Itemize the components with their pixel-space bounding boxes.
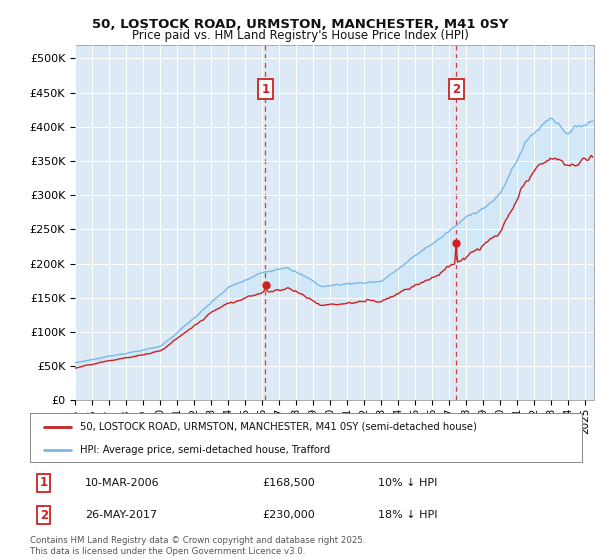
Text: Contains HM Land Registry data © Crown copyright and database right 2025.
This d: Contains HM Land Registry data © Crown c… [30,536,365,556]
Text: 1: 1 [262,83,269,96]
Text: 50, LOSTOCK ROAD, URMSTON, MANCHESTER, M41 0SY (semi-detached house): 50, LOSTOCK ROAD, URMSTON, MANCHESTER, M… [80,422,476,432]
Text: Price paid vs. HM Land Registry's House Price Index (HPI): Price paid vs. HM Land Registry's House … [131,29,469,42]
Text: 1: 1 [40,477,48,489]
Text: 2: 2 [40,508,48,522]
Text: £168,500: £168,500 [262,478,314,488]
Text: 50, LOSTOCK ROAD, URMSTON, MANCHESTER, M41 0SY: 50, LOSTOCK ROAD, URMSTON, MANCHESTER, M… [92,18,508,31]
Text: HPI: Average price, semi-detached house, Trafford: HPI: Average price, semi-detached house,… [80,445,330,455]
Text: £230,000: £230,000 [262,510,314,520]
Text: 10-MAR-2006: 10-MAR-2006 [85,478,160,488]
Text: 10% ↓ HPI: 10% ↓ HPI [378,478,437,488]
Text: 2: 2 [452,83,460,96]
Text: 26-MAY-2017: 26-MAY-2017 [85,510,157,520]
Text: 18% ↓ HPI: 18% ↓ HPI [378,510,437,520]
